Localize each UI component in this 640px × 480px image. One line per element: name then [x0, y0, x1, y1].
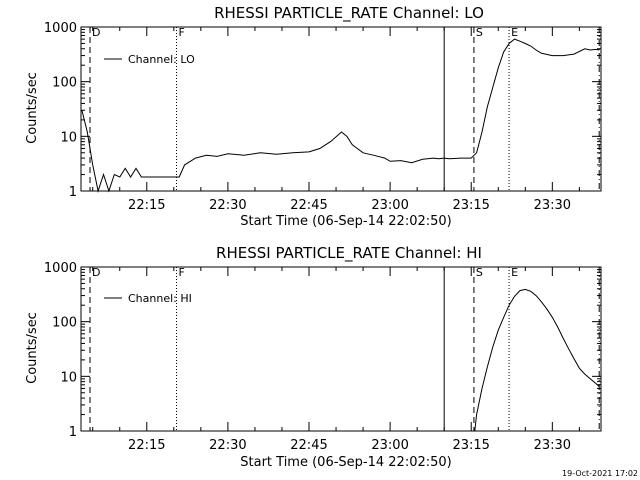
y-tick-label: 10 — [60, 370, 77, 385]
x-tick-label: 23:30 — [534, 438, 571, 453]
x-tick-label: 23:00 — [371, 198, 408, 213]
plot-frame — [80, 266, 602, 432]
x-tick-label: 22:15 — [128, 438, 165, 453]
y-tick-label: 1000 — [44, 21, 77, 36]
x-tick-label: 22:15 — [128, 198, 165, 213]
y-tick-label: 100 — [52, 76, 77, 91]
series-lines — [81, 38, 600, 193]
y-tick-label: 1 — [69, 185, 77, 200]
panel-hi: RHESSI PARTICLE_RATE Channel: HI Counts/… — [25, 244, 602, 470]
chart-title: RHESSI PARTICLE_RATE Channel: LO — [214, 4, 484, 23]
marker-label: D — [92, 266, 100, 279]
axes-ticks: 1 10 100 1000 22:15 22:30 22:45 23:00 23:15 23:30 — [44, 261, 601, 453]
x-tick-label: 23:30 — [534, 198, 571, 213]
y-tick-label: 1000 — [44, 261, 77, 276]
x-tick-label: 22:30 — [209, 198, 246, 213]
marker-label: S — [476, 266, 483, 279]
marker-label: E — [511, 26, 518, 39]
marker-label: E — [511, 266, 518, 279]
y-tick-label: 1 — [69, 425, 77, 440]
plot-frame — [80, 26, 602, 192]
series-line — [81, 38, 600, 193]
x-tick-label: 22:45 — [290, 198, 327, 213]
marker-label: S — [476, 26, 483, 39]
legend-label: Channel: LO — [128, 53, 195, 66]
y-tick-label: 100 — [52, 316, 77, 331]
axes-ticks: 1 10 100 1000 22:15 22:30 22:45 23:00 23:15 23:30 — [44, 21, 601, 213]
marker-label: D — [92, 26, 100, 39]
chart-title: RHESSI PARTICLE_RATE Channel: HI — [216, 244, 482, 263]
x-tick-label: 23:00 — [371, 438, 408, 453]
y-tick-label: 10 — [60, 130, 77, 145]
x-tick-label: 23:15 — [452, 198, 489, 213]
legend: Channel: LO — [104, 53, 195, 66]
series-lines — [474, 288, 600, 432]
y-axis-label: Counts/sec — [25, 72, 40, 144]
x-axis-label: Start Time (06-Sep-14 22:02:50) — [240, 214, 451, 229]
legend-label: Channel: HI — [128, 292, 192, 305]
marker-label: F — [179, 266, 185, 279]
marker-label: F — [179, 26, 185, 39]
x-tick-label: 22:30 — [209, 438, 246, 453]
x-tick-label: 23:15 — [452, 438, 489, 453]
x-axis-label: Start Time (06-Sep-14 22:02:50) — [240, 455, 451, 470]
footer-timestamp: 19-Oct-2021 17:02 — [562, 469, 638, 478]
panel-lo: RHESSI PARTICLE_RATE Channel: LO Counts/… — [25, 4, 602, 229]
y-axis-label: Counts/sec — [25, 312, 40, 384]
x-tick-label: 22:45 — [290, 438, 327, 453]
series-line — [474, 288, 600, 432]
legend: Channel: HI — [104, 292, 192, 305]
